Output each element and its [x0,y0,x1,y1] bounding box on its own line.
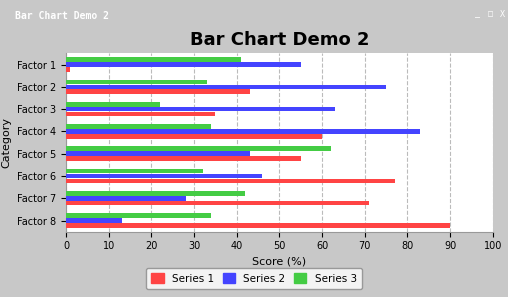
X-axis label: Score (%): Score (%) [252,257,306,267]
Bar [66,191,245,196]
Bar [66,174,262,178]
Bar [66,146,331,151]
Bar [66,156,301,161]
Text: X: X [500,10,505,19]
Bar [66,196,185,200]
Bar [66,151,249,156]
Bar [66,85,386,89]
Text: _: _ [475,10,480,19]
Bar [66,89,249,94]
Bar [66,67,70,72]
Bar [66,80,207,84]
Bar [66,107,335,111]
Bar [66,178,395,183]
Bar [66,223,450,228]
Legend: Series 1, Series 2, Series 3: Series 1, Series 2, Series 3 [146,268,362,289]
Bar [66,134,322,139]
Bar [66,102,160,107]
Bar [66,62,301,67]
Text: □: □ [488,10,493,19]
Bar [66,112,215,116]
Bar [66,213,211,218]
Y-axis label: Category: Category [2,117,12,168]
Bar [66,57,241,62]
Title: Bar Chart Demo 2: Bar Chart Demo 2 [189,31,369,49]
Bar [66,201,369,206]
Text: Bar Chart Demo 2: Bar Chart Demo 2 [15,10,109,20]
Bar [66,218,121,223]
Bar [66,169,203,173]
Bar [66,129,420,134]
Bar [66,124,211,129]
